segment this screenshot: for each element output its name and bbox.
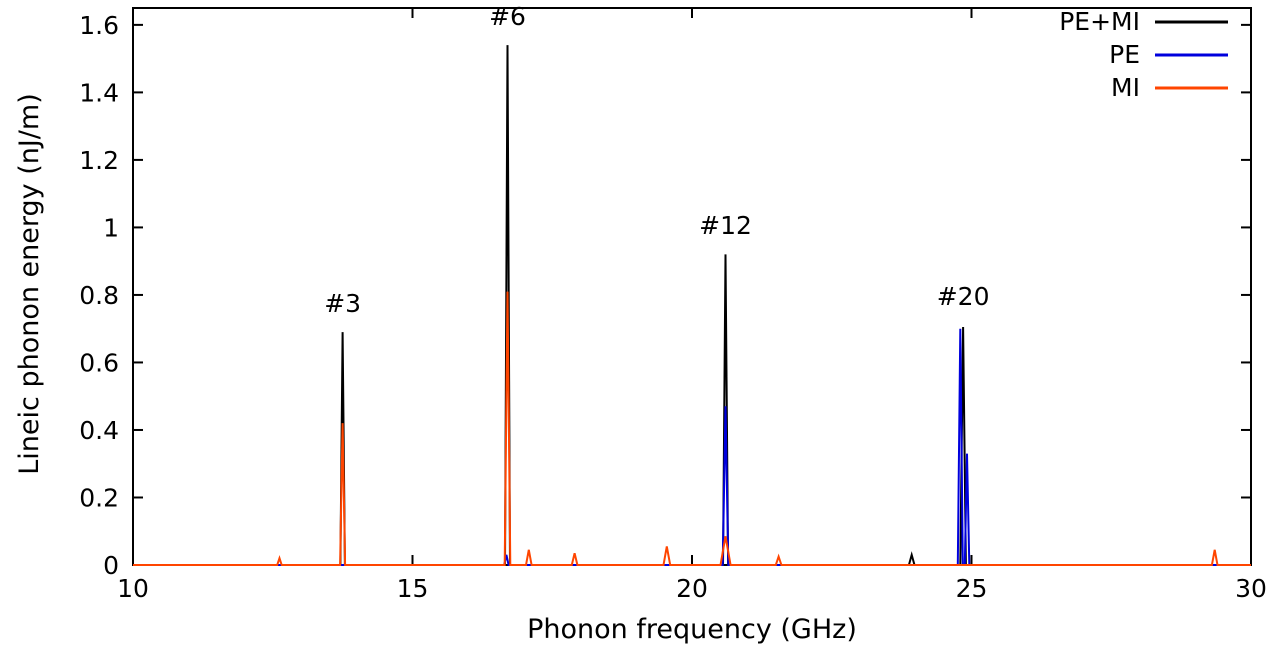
x-tick-label: 20 [676, 574, 708, 603]
x-tick-label: 30 [1235, 574, 1267, 603]
peak-label-20: #20 [937, 282, 990, 311]
x-tick-label: 10 [117, 574, 149, 603]
peak-label-12: #12 [699, 211, 752, 240]
legend-label-PE+MI: PE+MI [1059, 7, 1140, 36]
x-axis-label: Phonon frequency (GHz) [527, 614, 857, 645]
y-tick-label: 1 [103, 213, 119, 242]
y-tick-label: 0.6 [79, 348, 119, 377]
series-PE [133, 328, 1251, 566]
y-tick-label: 0 [103, 551, 119, 580]
y-axis-label: Lineic phonon energy (nJ/m) [14, 93, 45, 475]
y-tick-label: 1.6 [79, 11, 119, 40]
x-tick-label: 15 [397, 574, 429, 603]
peak-label-3: #3 [324, 289, 361, 318]
plot-border [132, 7, 1252, 566]
y-tick-label: 0.4 [79, 416, 119, 445]
y-tick-label: 1.2 [79, 146, 119, 175]
series-MI [133, 291, 1251, 566]
peak-label-6: #6 [489, 2, 526, 31]
y-tick-label: 0.2 [79, 483, 119, 512]
y-tick-label: 0.8 [79, 281, 119, 310]
legend-label-MI: MI [1111, 73, 1140, 102]
legend-label-PE: PE [1109, 40, 1140, 69]
y-tick-label: 1.4 [79, 78, 119, 107]
series-PE+MI [133, 45, 1251, 566]
x-tick-label: 25 [956, 574, 988, 603]
